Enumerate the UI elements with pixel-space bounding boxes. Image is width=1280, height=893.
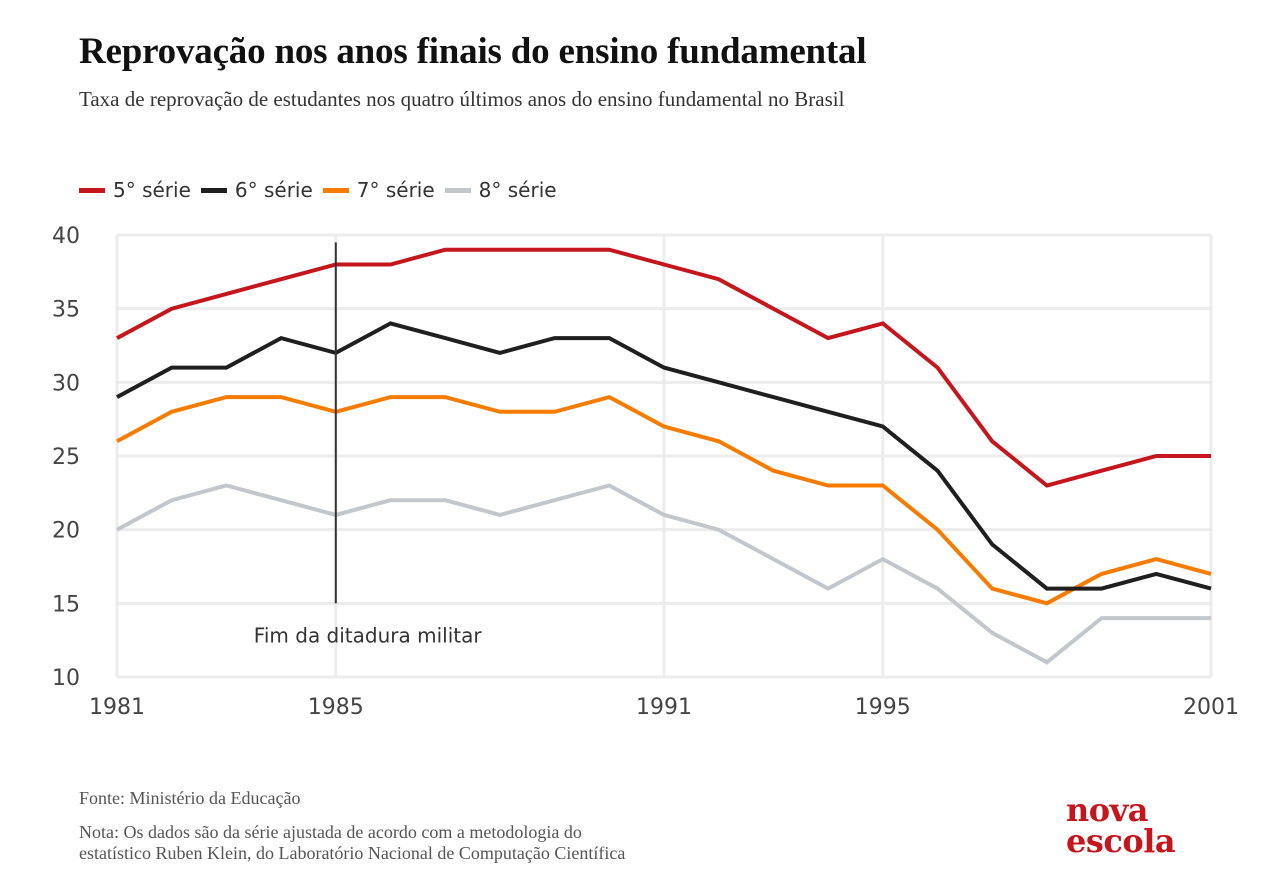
- legend-item: 6° série: [200, 178, 313, 202]
- logo-line-1: nova: [1066, 791, 1148, 829]
- series-line-6srie: [116, 321, 1212, 591]
- x-tick-label: 1985: [308, 695, 364, 720]
- legend-label: 6° série: [234, 178, 313, 202]
- legend-label: 7° série: [356, 178, 435, 202]
- source-note: Fonte: Ministério da Educação: [79, 788, 301, 808]
- x-tick-label: 1995: [855, 695, 911, 720]
- annotation-label: Fim da ditadura militar: [254, 623, 483, 647]
- legend-item: 7° série: [322, 178, 435, 202]
- y-tick-label: 20: [52, 519, 80, 544]
- legend-swatch: [200, 187, 227, 193]
- legend-swatch: [444, 187, 471, 193]
- series-line-5srie: [116, 247, 1211, 488]
- y-tick-label: 15: [52, 592, 80, 617]
- nova-escola-logo: nova escola: [1066, 791, 1206, 860]
- chart-legend: 5° série 6° série 7° série 8° série: [79, 175, 567, 205]
- logo-line-2: escola: [1066, 822, 1176, 860]
- legend-item: 5° série: [79, 178, 191, 202]
- legend-swatch: [322, 187, 349, 193]
- methodology-note: Nota: Os dados são da série ajustada de …: [79, 822, 626, 863]
- y-tick-label: 35: [52, 298, 80, 323]
- x-tick-label: 1981: [89, 695, 145, 720]
- chart-subtitle: Taxa de reprovação de estudantes nos qua…: [79, 87, 845, 111]
- x-tick-label: 2001: [1183, 695, 1239, 720]
- legend-item: 8° série: [444, 178, 557, 202]
- legend-label: 5° série: [113, 178, 191, 202]
- y-tick-label: 10: [52, 666, 80, 691]
- y-tick-label: 25: [52, 445, 80, 470]
- y-tick-label: 30: [52, 371, 80, 396]
- legend-swatch: [79, 187, 105, 193]
- y-tick-label: 40: [52, 224, 80, 249]
- x-tick-label: 1991: [636, 695, 692, 720]
- chart-title: Reprovação nos anos finais do ensino fun…: [79, 31, 867, 72]
- series-line-7srie: [116, 394, 1212, 606]
- series-line-8srie: [116, 483, 1211, 665]
- legend-label: 8° série: [478, 178, 557, 202]
